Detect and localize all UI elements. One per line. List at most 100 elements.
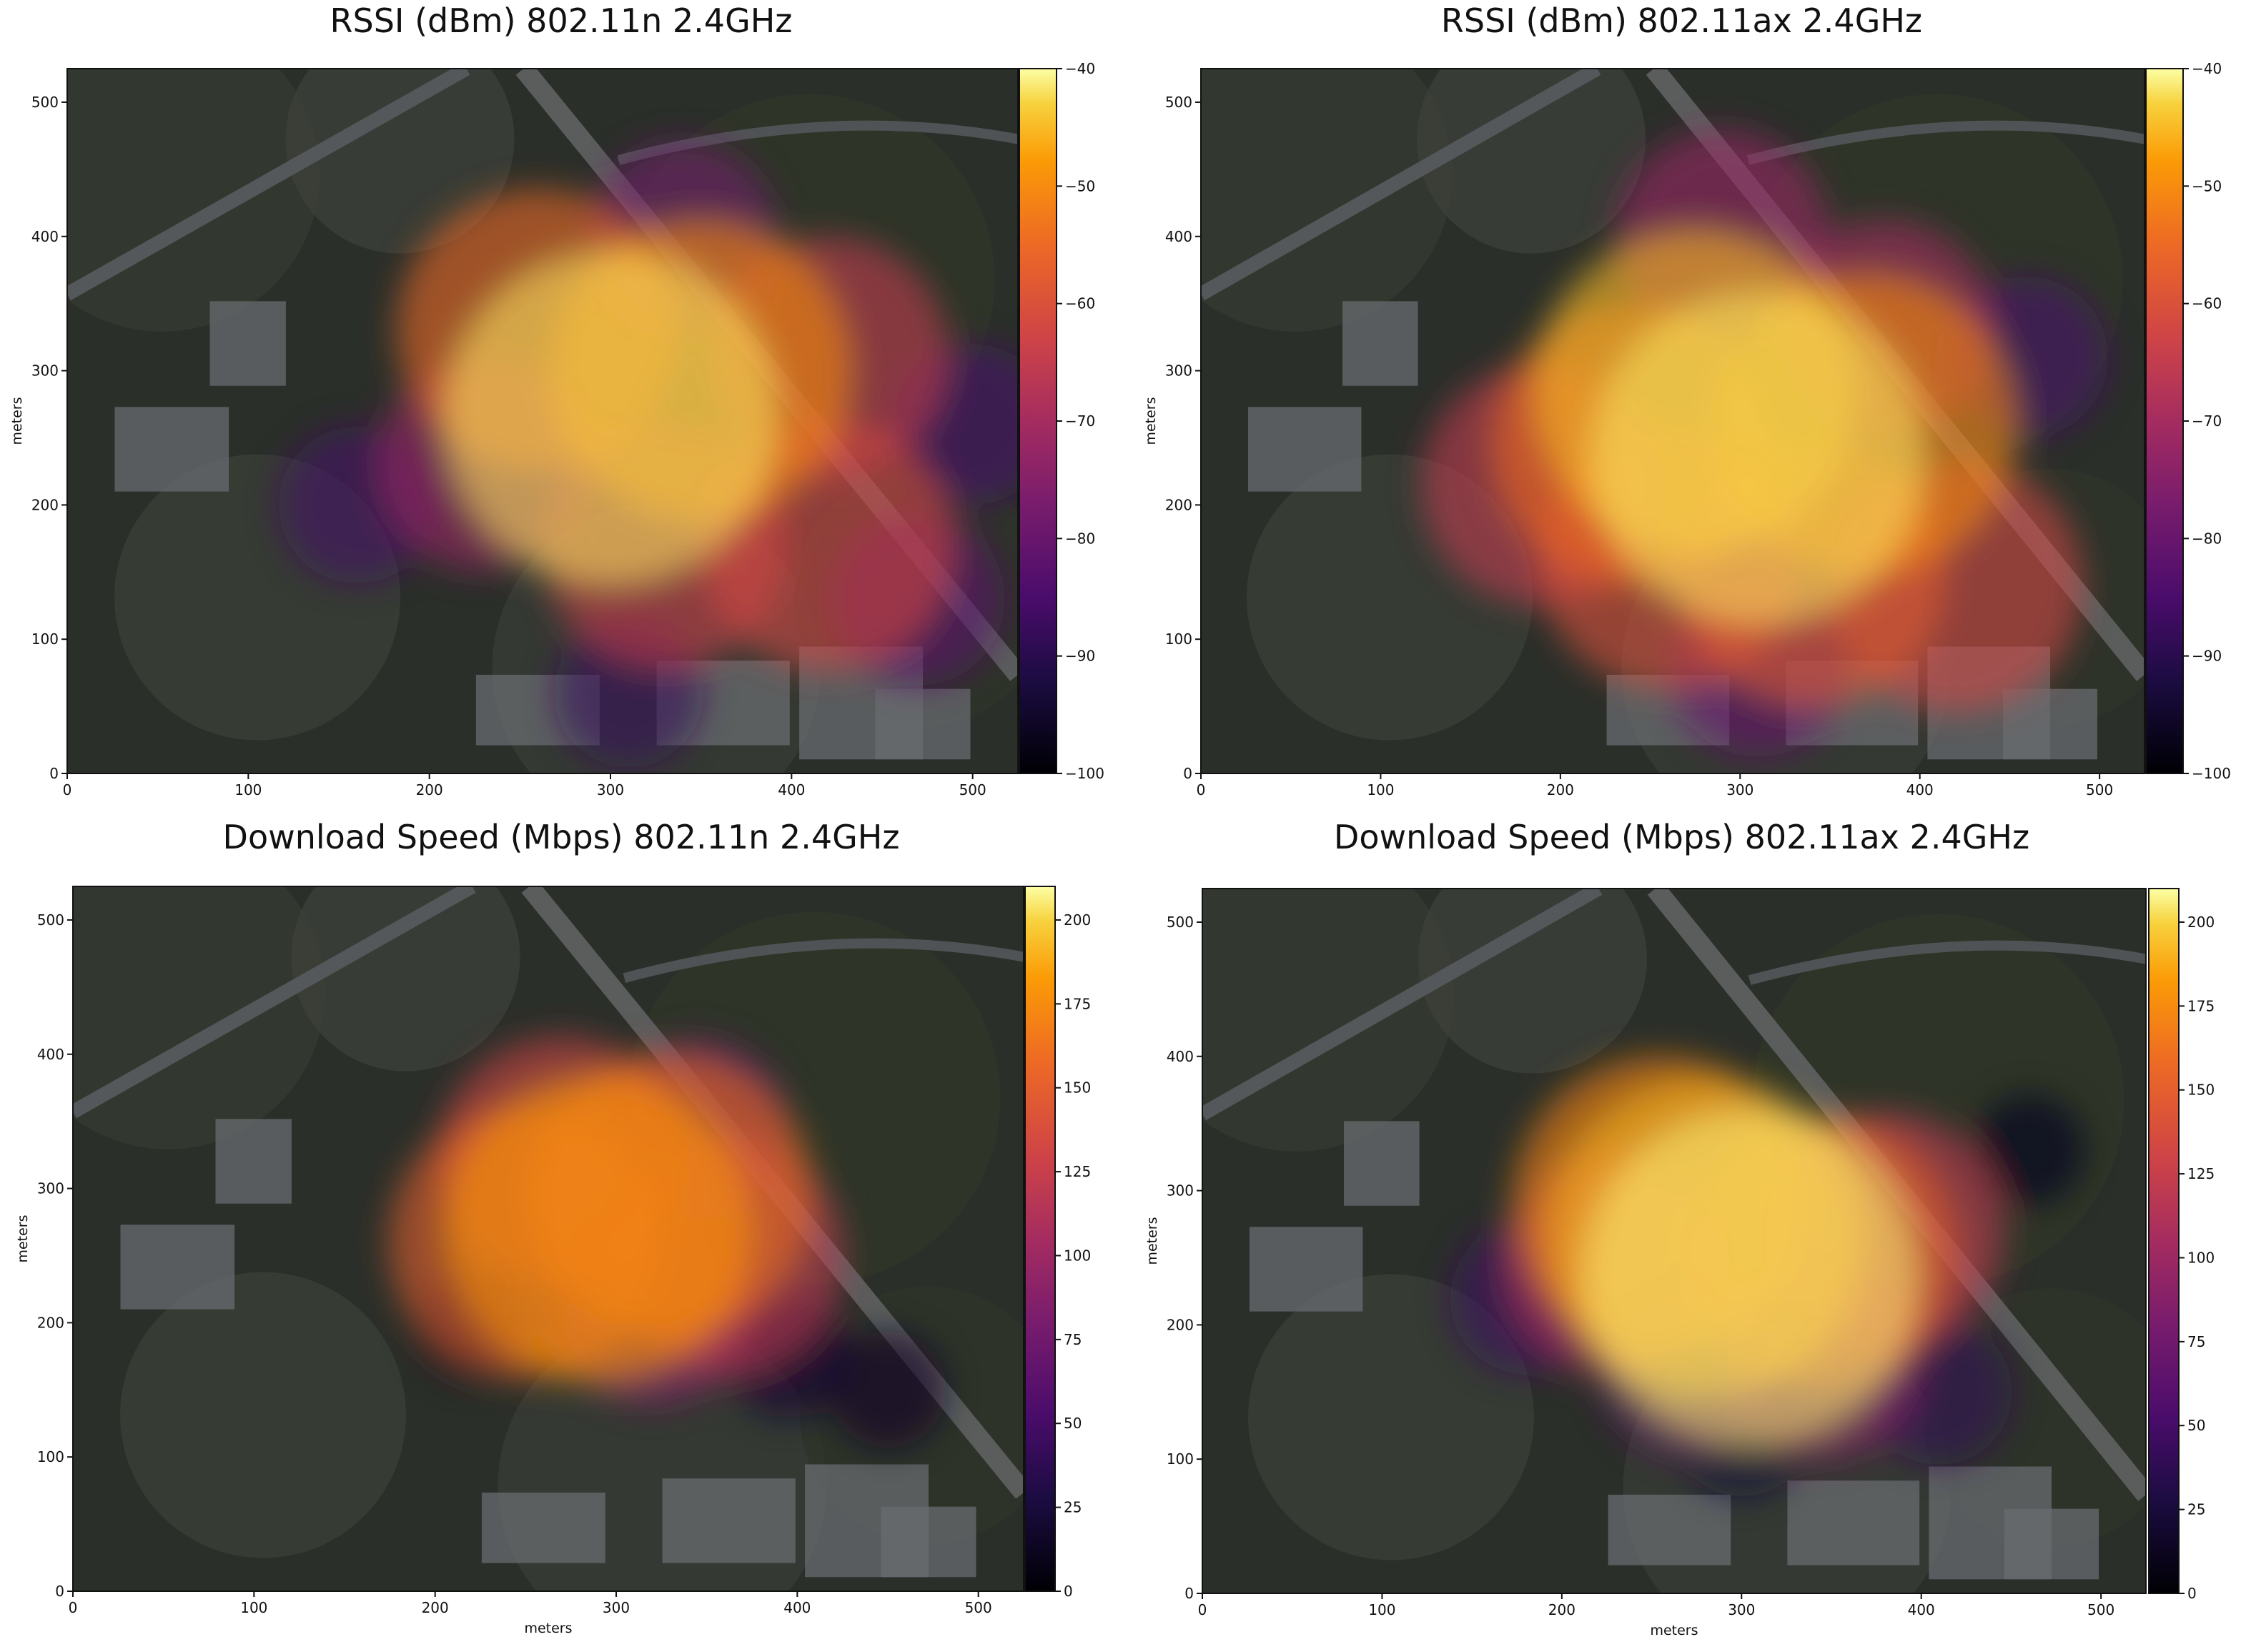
y-tick-label: 500 xyxy=(1165,94,1192,111)
y-tick-label: 200 xyxy=(31,496,59,513)
x-tick-label: 500 xyxy=(2087,1601,2114,1618)
y-tick-label: 100 xyxy=(31,630,59,648)
road xyxy=(1746,120,2144,165)
heat-layer xyxy=(1421,129,2109,757)
chart-title: RSSI (dBm) 802.11n 2.4GHz xyxy=(330,1,793,40)
map-layer xyxy=(1202,889,2146,1593)
colorbar-tick-label: 125 xyxy=(1064,1163,1091,1180)
heat-hotspot xyxy=(442,249,778,585)
x-tick-label: 400 xyxy=(1908,1601,1935,1618)
colorbar-tick-label: −90 xyxy=(2192,648,2222,665)
y-tick-label: 100 xyxy=(1167,1450,1194,1468)
building xyxy=(114,407,229,492)
colorbar xyxy=(1019,68,1057,774)
y-tick-label: 200 xyxy=(1167,1316,1194,1333)
building xyxy=(1250,1227,1363,1312)
y-tick-label: 400 xyxy=(1165,228,1192,245)
colorbar-tick-label: −80 xyxy=(2192,530,2222,547)
axes-frame xyxy=(1202,888,2147,1594)
building xyxy=(120,1225,235,1310)
colorbar-tick-label: 175 xyxy=(1064,995,1091,1012)
colorbar-tick-label: −40 xyxy=(2192,60,2222,77)
terrain-patch xyxy=(1248,1274,1534,1561)
x-tick-label: 300 xyxy=(597,781,624,798)
y-tick-label: 400 xyxy=(1167,1048,1194,1065)
chart-title: Download Speed (Mbps) 802.11n 2.4GHz xyxy=(222,818,900,856)
y-axis-label: meters xyxy=(1144,1217,1160,1265)
heat-hotspot xyxy=(828,1331,947,1449)
colorbar-tick-label: −70 xyxy=(2192,412,2222,430)
colorbar-tick-label: 100 xyxy=(1064,1247,1091,1264)
x-axis-label: meters xyxy=(524,1621,572,1636)
chart-panel-speed-80211n: Download Speed (Mbps) 802.11n 2.4GHz 0 10… xyxy=(0,818,1122,1652)
colorbar-tick-label: 50 xyxy=(1064,1415,1082,1432)
map-layer xyxy=(73,886,1024,1591)
y-tick-label: 500 xyxy=(31,94,59,111)
colorbar-tick-label: 150 xyxy=(2187,1082,2215,1099)
colorbar-tick-label: −60 xyxy=(1065,295,1095,312)
x-tick-label: 500 xyxy=(959,781,986,798)
colorbar-tick-label: 150 xyxy=(1064,1079,1091,1097)
y-tick-label: 200 xyxy=(1165,496,1192,513)
y-tick-label: 100 xyxy=(37,1448,64,1465)
colorbar-tick-label: −60 xyxy=(2192,295,2222,312)
axes-frame xyxy=(66,68,1019,774)
y-tick-label: 300 xyxy=(31,362,59,380)
terrain-patch xyxy=(1417,69,1646,254)
colorbar-tick-label: 175 xyxy=(2187,997,2215,1014)
road xyxy=(73,886,476,1119)
colorbar xyxy=(2145,68,2184,774)
y-tick-label: 500 xyxy=(1167,914,1194,931)
building xyxy=(2004,1508,2099,1580)
chart-figure: 0 100 200 300 400 5000100200300400500metersme… xyxy=(15,886,1091,1636)
road xyxy=(1202,889,1603,1121)
y-tick-label: 500 xyxy=(37,911,64,929)
x-tick-label: 200 xyxy=(1548,1601,1575,1618)
y-axis-label: meters xyxy=(9,397,25,445)
x-axis-label: meters xyxy=(1650,1623,1698,1638)
building xyxy=(1342,301,1418,386)
building xyxy=(2003,688,2097,760)
colorbar-tick-label: −70 xyxy=(1065,412,1095,430)
colorbar-tick-label: 200 xyxy=(2187,914,2215,931)
colorbar-tick-label: −100 xyxy=(1065,765,1104,782)
y-tick-label: 0 xyxy=(49,765,59,782)
colorbar-tick-label: 0 xyxy=(1064,1583,1073,1600)
y-tick-label: 300 xyxy=(37,1180,64,1197)
colorbar-tick-label: 25 xyxy=(1064,1499,1082,1516)
x-tick-label: 100 xyxy=(1367,781,1394,798)
colorbar-tick-label: −50 xyxy=(1065,177,1095,194)
colorbar-tick-label: 200 xyxy=(1064,911,1091,929)
x-tick-label: 100 xyxy=(234,781,262,798)
map-layer xyxy=(1201,69,2144,773)
y-axis-label: meters xyxy=(1143,397,1159,445)
x-tick-label: 500 xyxy=(965,1599,992,1616)
x-tick-label: 100 xyxy=(240,1599,267,1616)
chart-figure: 0 100 200 300 400 5000100200300400500metersme… xyxy=(1144,888,2215,1638)
x-tick-label: 400 xyxy=(783,1599,811,1616)
x-tick-label: 0 xyxy=(69,1599,78,1616)
terrain-patch xyxy=(285,69,515,254)
x-tick-label: 300 xyxy=(1728,1601,1755,1618)
x-tick-label: 400 xyxy=(1906,781,1934,798)
heat-layer xyxy=(388,1036,947,1449)
terrain-patch xyxy=(1418,889,1647,1074)
heat-hotspot xyxy=(1581,1109,1919,1447)
y-tick-label: 0 xyxy=(1183,765,1192,782)
colorbar-tick-label: 50 xyxy=(2187,1417,2205,1434)
x-tick-label: 200 xyxy=(1547,781,1574,798)
x-tick-label: 200 xyxy=(422,1599,449,1616)
chart-figure: 0 100 200 300 400 500 0 100 200 300 400 500 meters −4… xyxy=(9,60,1104,798)
heat-hotspot xyxy=(1973,1094,2085,1207)
chart-title: Download Speed (Mbps) 802.11ax 2.4GHz xyxy=(1333,818,2030,856)
terrain-patch xyxy=(291,886,520,1072)
axes-frame xyxy=(1200,68,2145,774)
y-tick-label: 0 xyxy=(1184,1585,1194,1602)
y-tick-label: 400 xyxy=(31,228,59,245)
building xyxy=(481,1492,605,1563)
y-tick-label: 200 xyxy=(37,1314,64,1331)
x-tick-label: 0 xyxy=(1198,1601,1207,1618)
chart-panel-rssi-80211ax: RSSI (dBm) 802.11ax 2.4GHz 0 100 200 300 400… xyxy=(1122,0,2241,822)
building xyxy=(1248,407,1362,492)
colorbar xyxy=(1024,886,1056,1592)
